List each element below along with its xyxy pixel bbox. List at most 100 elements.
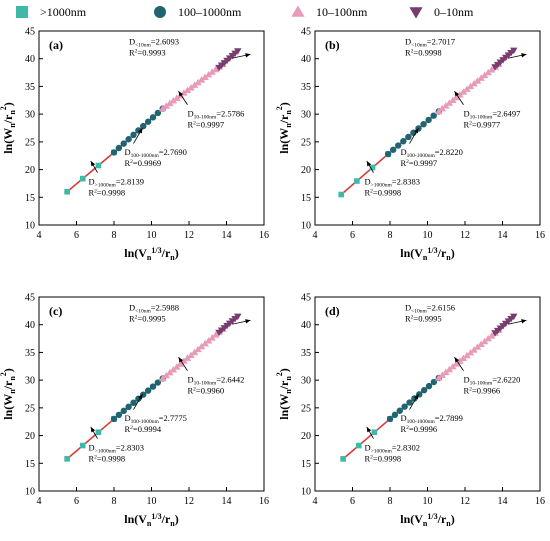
y-axis-title: ln(Wn/rn2) — [275, 102, 293, 154]
data-point-circle — [405, 133, 412, 141]
annotation-d-1: D10-100nm=2.6220 — [464, 374, 521, 386]
x-axis-title: ln(Vn1/3/rn) — [124, 512, 178, 528]
annotation-d-0: D<10nm=2.7017 — [405, 37, 455, 49]
legend-marker-0 — [16, 6, 28, 18]
data-point-circle — [420, 120, 427, 128]
data-point-square — [79, 442, 86, 449]
data-point-triangle-up — [442, 102, 450, 109]
x-tick-label: 8 — [112, 496, 117, 507]
annotation-r2-3: R2=0.9998 — [89, 187, 126, 197]
data-point-square — [95, 429, 102, 436]
x-tick-label: 16 — [259, 496, 269, 507]
data-point-triangle-up — [204, 70, 213, 78]
annotation-d-2: D100-1000nm=2.8220 — [401, 147, 463, 159]
data-point-circle — [406, 399, 413, 406]
data-point-triangle-up — [208, 68, 216, 75]
y-tick-label: 10 — [301, 487, 311, 498]
data-point-circle — [149, 383, 157, 390]
y-tick-label: 30 — [301, 376, 311, 387]
data-point-triangle-up — [449, 362, 457, 370]
data-point-circle — [389, 146, 397, 153]
data-point-triangle-up — [445, 99, 454, 106]
data-point-square — [371, 429, 378, 436]
fit-line-0 — [342, 418, 391, 460]
x-tick-label: 10 — [423, 230, 433, 241]
y-tick-label: 25 — [25, 137, 35, 148]
annotation-d-0: D<10nm=2.6156 — [405, 303, 455, 315]
annotation-arrowhead — [178, 91, 184, 97]
data-point-triangle-up — [470, 346, 478, 353]
x-tick-label: 4 — [37, 230, 42, 241]
x-tick-label: 12 — [460, 496, 470, 507]
x-tick-label: 10 — [423, 496, 433, 507]
data-point-triangle-down — [234, 48, 242, 55]
annotation-r2-3: R2=0.9998 — [365, 453, 402, 463]
panel-a: 4 6 8 10 12 14 16 10 15 20 25 30 35 40 45 ln(Vn1/3/rn) l… — [0, 27, 269, 263]
y-tick-label: 20 — [25, 165, 35, 176]
x-tick-label: 10 — [147, 230, 157, 241]
y-tick-label: 35 — [25, 348, 35, 359]
data-point-triangle-up — [459, 354, 468, 362]
data-point-triangle-up — [211, 65, 220, 73]
y-tick-label: 35 — [301, 82, 311, 93]
y-tick-label: 15 — [25, 459, 35, 470]
panel-label: (c) — [49, 304, 62, 318]
panel-c: 4 6 8 10 12 14 16 10 15 20 25 30 35 40 45 ln(Vn1/3/rn) l… — [0, 293, 269, 529]
annotation-r2-2: R2=0.9969 — [125, 158, 162, 168]
data-point-circle — [391, 411, 399, 419]
annotation-arrowhead — [414, 128, 419, 134]
legend-label-0: >1000nm — [40, 5, 87, 19]
legend-label-3: 0–10nm — [434, 5, 474, 19]
data-point-triangle-up — [466, 82, 475, 90]
x-tick-label: 14 — [498, 230, 508, 241]
y-tick-label: 20 — [301, 165, 311, 176]
annotation-d-1: D10-100nm=2.6497 — [464, 108, 521, 120]
x-tick-label: 14 — [498, 496, 508, 507]
y-tick-label: 35 — [301, 348, 311, 359]
data-point-triangle-up — [438, 371, 447, 378]
data-point-circle — [115, 411, 123, 419]
x-tick-label: 8 — [112, 230, 117, 241]
fit-line-0 — [66, 418, 115, 460]
data-point-triangle-up — [480, 337, 489, 345]
data-point-triangle-up — [187, 83, 195, 91]
data-point-circle — [144, 118, 152, 125]
x-tick-label: 12 — [184, 496, 194, 507]
y-tick-label: 25 — [301, 403, 311, 414]
data-point-circle — [120, 407, 127, 415]
data-point-circle — [425, 382, 433, 390]
x-tick-label: 4 — [313, 496, 318, 507]
annotation-r2-0: R2=0.9993 — [129, 48, 166, 58]
annotation-r2-1: R2=0.9966 — [464, 385, 501, 395]
x-tick-label: 8 — [388, 496, 393, 507]
y-tick-label: 25 — [301, 137, 311, 148]
data-point-circle — [110, 415, 118, 423]
data-point-triangle-up — [173, 94, 181, 101]
data-point-circle — [401, 403, 408, 410]
data-point-triangle-up — [452, 93, 461, 101]
data-point-triangle-up — [487, 66, 496, 73]
data-point-circle — [120, 140, 127, 147]
data-point-circle — [144, 387, 152, 394]
annotation-arrowhead — [414, 394, 419, 400]
data-point-triangle-up — [438, 104, 447, 112]
annotation-arrowhead — [521, 53, 527, 58]
annotation-arrowhead — [245, 53, 251, 58]
y-tick-label: 45 — [25, 27, 35, 38]
data-point-triangle-up — [459, 88, 468, 95]
annotation-d-0: D<10nm=2.6093 — [129, 37, 179, 49]
annotation-arrowhead — [245, 319, 251, 324]
data-point-triangle-up — [442, 368, 450, 376]
x-tick-label: 16 — [535, 230, 545, 241]
y-tick-label: 10 — [301, 221, 311, 232]
y-tick-label: 45 — [301, 27, 311, 38]
x-tick-label: 6 — [74, 230, 79, 241]
panel-label: (a) — [49, 38, 63, 52]
x-tick-label: 14 — [222, 496, 232, 507]
chart-legend: >1000nm 100–1000nm 10–100nm 0–10nm — [16, 5, 474, 19]
annotation-d-3: D>1000nm=2.8139 — [89, 176, 144, 188]
data-point-triangle-up — [463, 351, 471, 359]
annotation-d-3: D>1000nm=2.8383 — [365, 176, 420, 188]
y-tick-label: 35 — [25, 82, 35, 93]
y-tick-label: 10 — [25, 487, 35, 498]
